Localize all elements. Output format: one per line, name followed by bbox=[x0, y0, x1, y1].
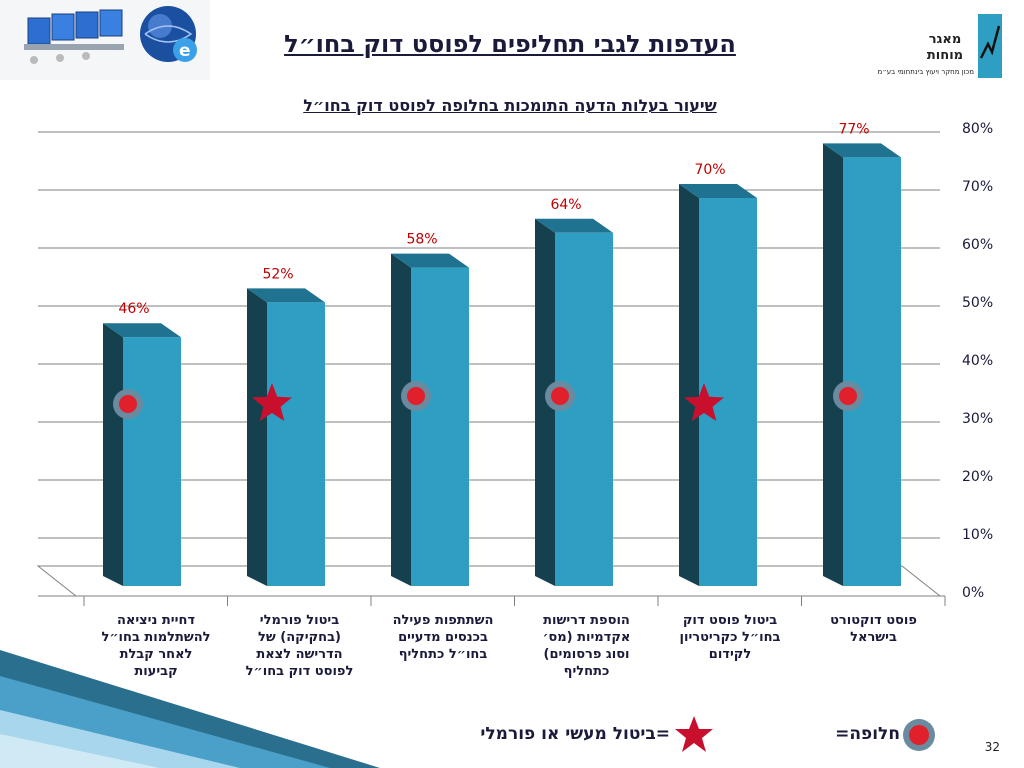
category-label-line: בכנסים מדעיים bbox=[398, 630, 488, 645]
legend-star-label: =ביטול מעשי או פורמלי bbox=[480, 724, 670, 744]
value-label: 70% bbox=[694, 162, 725, 178]
y-tick-label: 80% bbox=[962, 121, 993, 137]
bar-side bbox=[823, 143, 843, 586]
category-label-line: כתחליף bbox=[563, 664, 610, 679]
category-label-line: להשתלמות בחו״ל bbox=[101, 630, 211, 645]
category-label: הוספת דרישות אקדמיות (מס׳ וסוג פרסומים) כתח… bbox=[522, 612, 652, 680]
bar bbox=[123, 337, 181, 586]
category-label-line: ביטול פורמלי bbox=[259, 613, 340, 628]
category-label-line: הוספת דרישות bbox=[543, 613, 630, 628]
category-label-line: בישראל bbox=[850, 630, 897, 645]
bar bbox=[699, 198, 757, 586]
value-label: 46% bbox=[118, 301, 149, 317]
decorative-images: e bbox=[0, 0, 210, 80]
category-label-line: בחו״ל כתחליף bbox=[398, 647, 488, 662]
star-marker bbox=[684, 383, 724, 421]
bar bbox=[843, 157, 901, 586]
logo-mark-icon bbox=[978, 14, 1002, 78]
page-title: העדפות לגבי תחליפים לפוסט דוק בחו״ל bbox=[284, 30, 736, 58]
legend-star-icon bbox=[675, 716, 713, 752]
bar-side bbox=[391, 253, 411, 586]
category-label-line: דחיית ניציאה bbox=[116, 613, 196, 628]
bar-side bbox=[535, 218, 555, 587]
chart-title: שיעור בעלות הדעה התומכות בחלופה לפוסט דו… bbox=[303, 96, 717, 115]
bar-side bbox=[103, 323, 123, 586]
bar-top bbox=[535, 218, 613, 233]
legend-circle-icon bbox=[903, 719, 935, 751]
bar-top bbox=[247, 288, 325, 303]
bar-side bbox=[247, 288, 267, 586]
star-marker bbox=[252, 383, 292, 421]
category-label: פוסט דוקטורט בישראל bbox=[809, 612, 939, 646]
y-tick-label: 40% bbox=[962, 353, 993, 369]
bar-top bbox=[679, 184, 757, 198]
category-label-line: אקדמיות (מס׳ bbox=[542, 630, 631, 645]
category-label: ביטול פורמלי (בחקיקה) של הדרישה לצאת לפוסט … bbox=[235, 612, 365, 680]
corner-decoration bbox=[0, 650, 380, 768]
category-label-line: לפוסט דוק בחו״ל bbox=[245, 664, 354, 679]
page-number: 32 bbox=[984, 740, 1000, 754]
circle-marker bbox=[839, 387, 857, 405]
category-label: השתתפות פעילה בכנסים מדעיים בחו״ל כתחליף bbox=[378, 612, 508, 663]
bar-top bbox=[391, 253, 469, 268]
circle-marker bbox=[119, 395, 137, 413]
category-label-line: פוסט דוקטורט bbox=[830, 613, 917, 628]
category-label-line: ביטול פוסט דוק bbox=[682, 613, 778, 628]
y-tick-label: 70% bbox=[962, 179, 993, 195]
y-tick-label: 30% bbox=[962, 411, 993, 427]
logo-line-3: מכון מחקר ויעוץ בינתחומי בע״מ bbox=[877, 68, 974, 76]
category-label: ביטול פוסט דוק בחו״ל כקריטריון לקידום bbox=[665, 612, 795, 663]
y-tick-label: 50% bbox=[962, 295, 993, 311]
circle-marker bbox=[551, 387, 569, 405]
category-label: דחיית ניציאה להשתלמות בחו״ל לאחר קבלת קביעו… bbox=[91, 612, 221, 680]
y-tick-label: 10% bbox=[962, 527, 993, 543]
category-label-line: (בחקיקה) של bbox=[258, 630, 341, 645]
value-label: 64% bbox=[550, 197, 581, 213]
category-label-line: הדרישה לצאת bbox=[256, 647, 343, 662]
globe-ie-icon: e bbox=[140, 6, 197, 62]
category-label-line: וסוג פרסומים) bbox=[543, 647, 630, 662]
logo-line-2: מוחות bbox=[926, 48, 964, 63]
value-label: 58% bbox=[406, 232, 437, 248]
category-label-line: לאחר קבלת bbox=[119, 647, 193, 662]
svg-text:e: e bbox=[179, 41, 191, 61]
y-tick-label: 0% bbox=[962, 585, 984, 601]
y-tick-label: 60% bbox=[962, 237, 993, 253]
bar bbox=[267, 302, 325, 586]
blue-blocks-image bbox=[24, 9, 124, 64]
bar-top bbox=[823, 143, 901, 158]
category-label-line: קביעות bbox=[134, 664, 178, 679]
value-label: 77% bbox=[838, 121, 869, 137]
bar-side bbox=[679, 184, 699, 586]
value-label: 52% bbox=[262, 266, 293, 282]
circle-marker bbox=[407, 387, 425, 405]
logo-line-1: מאגר bbox=[928, 32, 962, 47]
category-label-line: בחו״ל כקריטריון bbox=[679, 630, 781, 645]
category-label-line: לקידום bbox=[708, 647, 752, 662]
category-label-line: השתתפות פעילה bbox=[392, 613, 494, 628]
legend-circle-label: חלופה= bbox=[835, 724, 900, 744]
logo: מאגר מוחות מכון מחקר ויעוץ בינתחומי בע״מ bbox=[838, 14, 1008, 80]
y-tick-label: 20% bbox=[962, 469, 993, 485]
bar bbox=[411, 267, 469, 586]
bar-top bbox=[103, 323, 181, 338]
